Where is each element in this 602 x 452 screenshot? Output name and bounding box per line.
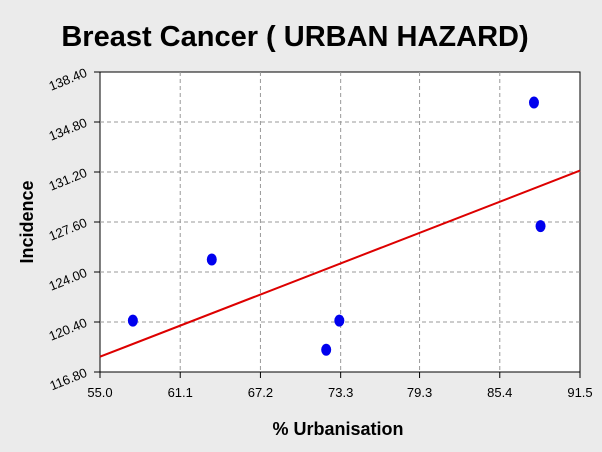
- x-tick-label: 73.3: [328, 385, 353, 400]
- data-point: [127, 314, 138, 327]
- y-axis-label: Incidence: [17, 180, 37, 263]
- x-tick-label: 79.3: [407, 385, 432, 400]
- data-point: [334, 314, 345, 327]
- data-points: [127, 96, 546, 356]
- x-tick-label: 55.0: [87, 385, 112, 400]
- data-point: [206, 253, 217, 266]
- x-tick-label: 85.4: [487, 385, 512, 400]
- trendline-group: [99, 169, 581, 358]
- data-point: [535, 220, 546, 233]
- x-axis-label: % Urbanisation: [272, 419, 403, 439]
- chart-title: Breast Cancer ( URBAN HAZARD): [61, 21, 528, 53]
- trendline: [99, 169, 581, 358]
- data-point: [528, 96, 539, 109]
- data-point: [321, 343, 332, 356]
- x-tick-label: 67.2: [248, 385, 273, 400]
- x-tick-label: 61.1: [168, 385, 193, 400]
- x-axis-ticks: 55.0 61.1 67.2 73.3 79.3 85.4 91.5: [87, 372, 593, 400]
- x-tick-label: 91.5: [567, 385, 592, 400]
